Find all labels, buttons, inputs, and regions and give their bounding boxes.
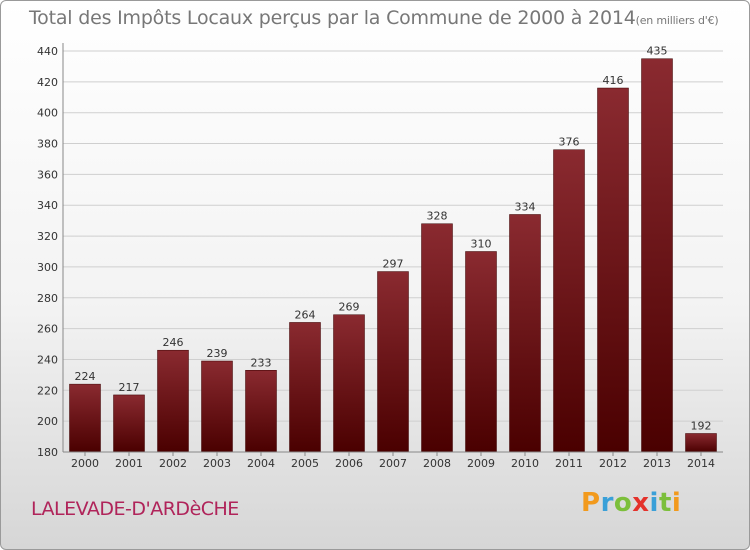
x-tick-label: 2004 <box>247 457 275 470</box>
bar-value-label: 416 <box>603 74 624 87</box>
bar-value-label: 269 <box>339 301 360 314</box>
y-tick-label: 380 <box>37 138 58 151</box>
bar-value-label: 224 <box>75 370 96 383</box>
x-tick-label: 2000 <box>71 457 99 470</box>
bar-value-label: 239 <box>207 347 228 360</box>
bar-value-label: 376 <box>559 136 580 149</box>
logo-letter: r <box>600 488 614 518</box>
logo-letter: P <box>581 488 601 518</box>
bar-value-label: 310 <box>471 238 492 251</box>
x-tick-label: 2002 <box>159 457 187 470</box>
x-tick-label: 2001 <box>115 457 143 470</box>
x-tick-label: 2009 <box>467 457 495 470</box>
x-tick-label: 2008 <box>423 457 451 470</box>
logo-letter: i <box>671 488 682 518</box>
y-tick-label: 360 <box>37 168 58 181</box>
y-tick-label: 440 <box>37 45 58 58</box>
y-tick-label: 260 <box>37 323 58 336</box>
bar-value-label: 435 <box>647 45 668 58</box>
bar <box>113 394 145 453</box>
y-tick-label: 220 <box>37 384 58 397</box>
x-tick-label: 2013 <box>643 457 671 470</box>
bar <box>377 271 409 453</box>
y-tick-label: 200 <box>37 415 58 428</box>
x-tick-label: 2006 <box>335 457 363 470</box>
bar <box>289 322 321 453</box>
x-tick-label: 2012 <box>599 457 627 470</box>
bar <box>641 58 673 453</box>
bar-value-label: 264 <box>295 308 316 321</box>
x-tick-label: 2010 <box>511 457 539 470</box>
y-tick-label: 320 <box>37 230 58 243</box>
bar <box>465 251 497 453</box>
chart-title-text: Total des Impôts Locaux perçus par la Co… <box>29 7 636 29</box>
bar <box>597 87 629 453</box>
chart-title-unit: (en milliers d'€) <box>635 14 719 27</box>
proxiti-logo[interactable]: Proxiti <box>581 488 681 518</box>
y-tick-label: 340 <box>37 199 58 212</box>
bar-value-label: 233 <box>251 356 272 369</box>
bar <box>201 360 233 453</box>
y-tick-label: 280 <box>37 292 58 305</box>
y-tick-label: 240 <box>37 353 58 366</box>
bar-value-label: 334 <box>515 200 536 213</box>
x-tick-label: 2003 <box>203 457 231 470</box>
bar <box>685 433 717 453</box>
chart-title: Total des Impôts Locaux perçus par la Co… <box>29 7 719 29</box>
bar-value-label: 246 <box>163 336 184 349</box>
bar <box>157 349 189 453</box>
bar <box>509 214 541 453</box>
x-tick-label: 2014 <box>687 457 715 470</box>
logo-letter: t <box>658 488 672 518</box>
bar-value-label: 192 <box>691 419 712 432</box>
logo-letter: o <box>613 488 633 518</box>
bar <box>553 149 585 453</box>
bar-value-label: 217 <box>119 381 140 394</box>
logo-letter: i <box>649 488 659 518</box>
x-tick-label: 2011 <box>555 457 583 470</box>
logo-letter: x <box>632 488 650 518</box>
y-tick-label: 300 <box>37 261 58 274</box>
bar <box>333 314 365 453</box>
bar-value-label: 328 <box>427 210 448 223</box>
bar <box>245 370 277 453</box>
x-tick-label: 2007 <box>379 457 407 470</box>
y-tick-label: 180 <box>37 446 58 459</box>
y-tick-label: 420 <box>37 76 58 89</box>
y-tick-label: 400 <box>37 107 58 120</box>
bar <box>69 383 101 453</box>
bar <box>421 223 453 453</box>
x-tick-label: 2005 <box>291 457 319 470</box>
commune-name: LALEVADE-D'ARDèCHE <box>31 498 239 520</box>
bar-value-label: 297 <box>383 258 404 271</box>
